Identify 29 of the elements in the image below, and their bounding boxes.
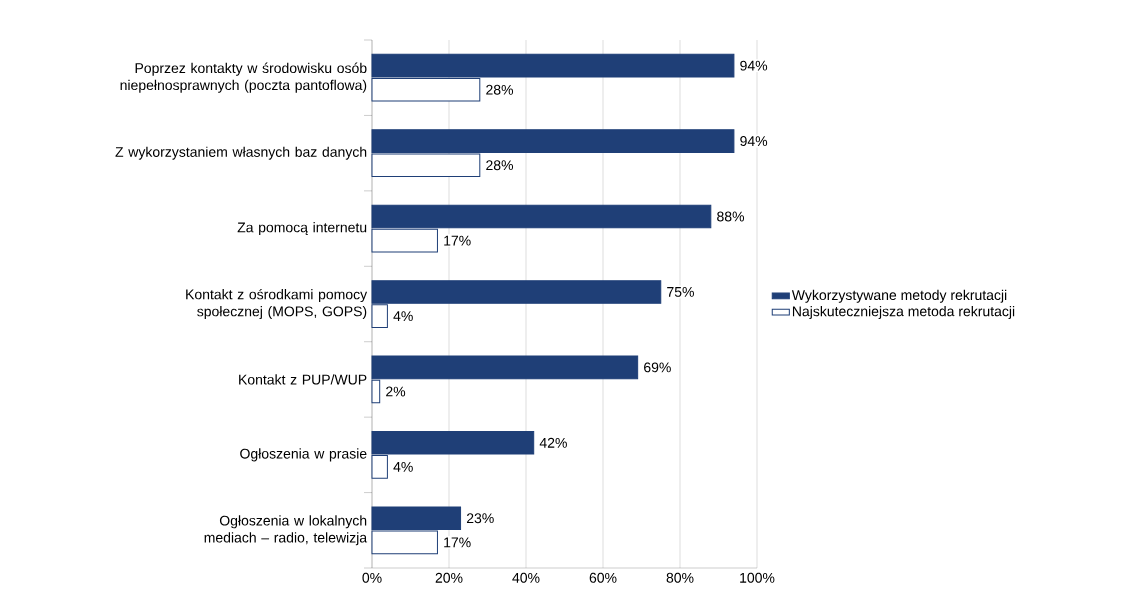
y-tick-label: Ogłoszenia w prasie (240, 448, 367, 462)
data-label: 42% (539, 437, 567, 448)
legend-label: Wykorzystywane metody rekrutacji (791, 289, 1007, 303)
data-label: 2% (386, 386, 406, 397)
data-label: 28% (486, 84, 514, 95)
y-tick-label: Z wykorzystaniem własnych baz danych (115, 146, 367, 160)
data-label: 69% (644, 362, 671, 373)
x-tick-label: 60% (589, 572, 617, 583)
x-tick-label: 100% (740, 572, 775, 583)
y-tick-label: Za pomocą internetu (237, 222, 367, 236)
data-label: 88% (717, 211, 745, 222)
y-tick-label: Poprzez kontakty w środowisku osób niepełnosprawnych (poczta pantoflowa) (120, 62, 367, 93)
data-label: 17% (444, 235, 471, 246)
data-label: 75% (667, 287, 694, 297)
data-label: 94% (740, 60, 768, 71)
data-label: 94% (740, 136, 768, 147)
x-tick-label: 20% (435, 572, 463, 583)
x-tick-label: 40% (512, 572, 540, 583)
y-tick-label: Kontakt z ośrodkami pomocy społecznej (MOPS, GOPS) (186, 288, 368, 320)
data-label: 17% (444, 537, 471, 548)
y-tick-label: Kontakt z PUP/WUP (239, 374, 367, 385)
y-tick-label: Ogłoszenia w lokalnych mediach – radio, telewizja (204, 515, 368, 546)
x-tick-label: 0% (362, 572, 382, 583)
x-tick-label: 80% (666, 572, 694, 583)
data-label: 4% (393, 462, 413, 472)
data-label: 28% (486, 160, 514, 171)
data-label: 23% (466, 513, 494, 524)
legend-label: Najskuteczniejsza metoda rekrutacji (792, 306, 1015, 320)
data-label: 4% (393, 311, 413, 321)
